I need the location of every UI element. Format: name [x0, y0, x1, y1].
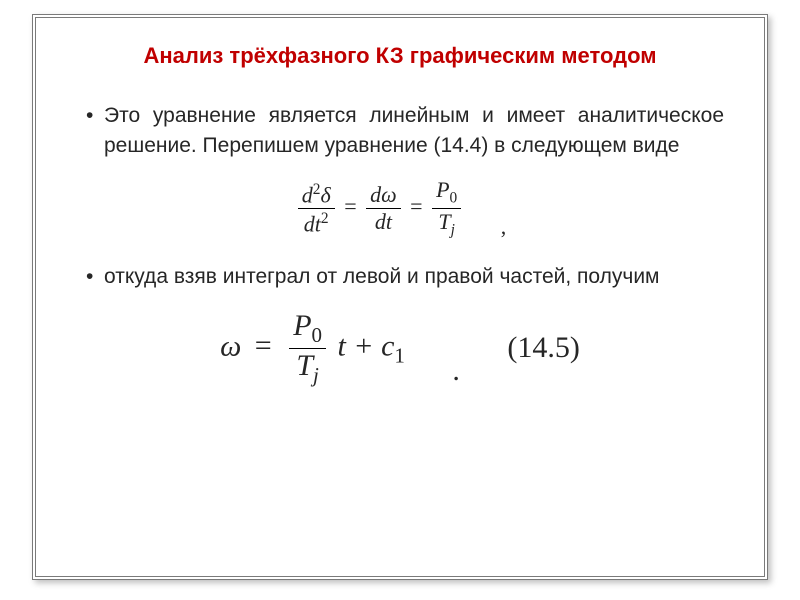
slide-title: Анализ трёхфазного КЗ графическим методо… [76, 42, 724, 71]
eq2-frac: P0 Tj [289, 311, 326, 386]
paragraph-1-text: Это уравнение является линейным и имеет … [104, 104, 724, 157]
eq1-frac3: P0 Tj [432, 179, 461, 238]
eq2-equals: = [255, 329, 272, 362]
eq2-lhs: ω [220, 329, 241, 362]
eq2-period: . [452, 356, 460, 386]
eq2-c-sub: 1 [394, 343, 405, 367]
eq1-equals-1: = [344, 194, 356, 219]
equation-2: ω = P0 Tj t + c1 . (14.5) [76, 311, 724, 386]
eq1-frac1: d2δ dt2 [298, 182, 335, 236]
bullet-icon: • [86, 101, 104, 131]
eq1-comma: , [501, 216, 507, 238]
slide-frame: Анализ трёхфазного КЗ графическим методо… [32, 14, 768, 580]
equation-1: d2δ dt2 = dω dt = P0 Tj , [76, 179, 724, 238]
eq2-label: (14.5) [507, 333, 579, 363]
eq2-tail: t + c [338, 329, 395, 362]
paragraph-1: •Это уравнение является линейным и имеет… [76, 101, 724, 162]
paragraph-2-text: откуда взяв интеграл от левой и правой ч… [104, 265, 660, 288]
eq1-frac2: dω dt [366, 184, 401, 233]
slide-content: Анализ трёхфазного КЗ графическим методо… [36, 18, 764, 430]
bullet-icon: • [86, 262, 104, 292]
paragraph-2: •откуда взяв интеграл от левой и правой … [76, 262, 724, 292]
eq1-equals-2: = [410, 194, 422, 219]
